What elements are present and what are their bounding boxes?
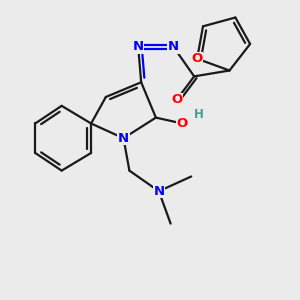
- Text: O: O: [171, 93, 182, 106]
- Text: N: N: [168, 40, 179, 53]
- Text: H: H: [194, 108, 203, 121]
- Text: N: N: [118, 132, 129, 145]
- Text: O: O: [191, 52, 203, 65]
- Text: N: N: [133, 40, 144, 53]
- Text: O: O: [177, 117, 188, 130]
- Text: N: N: [153, 185, 164, 198]
